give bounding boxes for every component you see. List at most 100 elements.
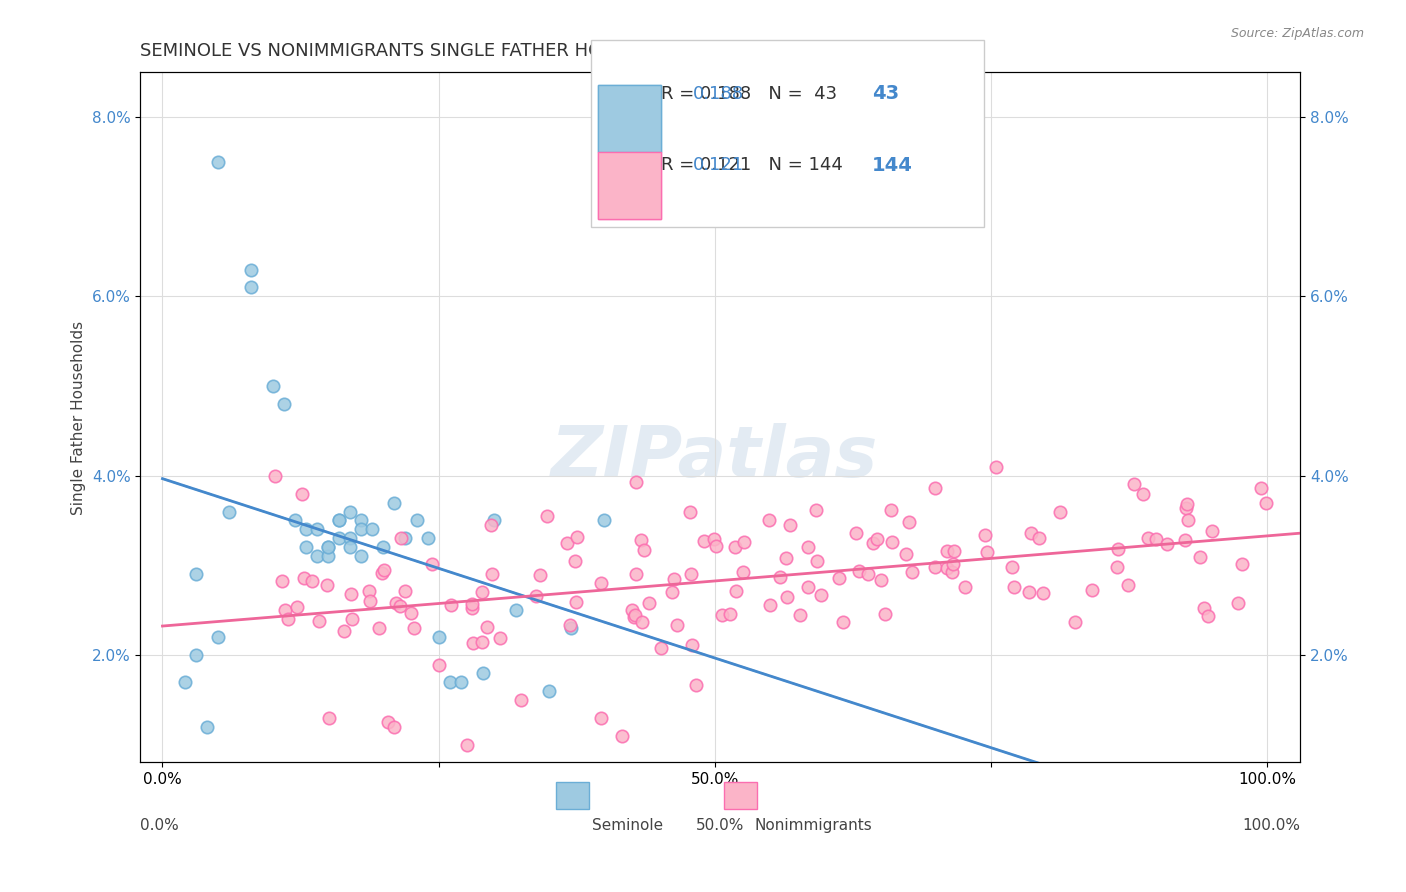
Point: [471, 635, 494, 649]
Point: [704, 539, 727, 553]
Point: [510, 692, 533, 706]
Point: [350, 523, 373, 537]
Point: [371, 566, 394, 580]
Point: [1081, 582, 1104, 597]
Point: [633, 542, 655, 557]
Point: [377, 714, 399, 729]
Point: [589, 576, 612, 591]
Point: [1177, 513, 1199, 527]
Point: [662, 573, 685, 587]
Point: [339, 541, 361, 555]
Point: [1122, 477, 1144, 491]
Point: [307, 549, 329, 564]
Point: [1105, 560, 1128, 574]
Point: [1116, 578, 1139, 592]
Point: [565, 530, 588, 544]
Point: [1254, 495, 1277, 509]
Point: [538, 683, 561, 698]
Point: [295, 523, 318, 537]
Point: [806, 554, 828, 568]
Point: [207, 630, 229, 644]
Point: [924, 481, 946, 495]
Point: [924, 560, 946, 574]
Point: [277, 612, 299, 626]
Point: [463, 636, 485, 650]
Point: [388, 599, 411, 614]
Point: [394, 583, 416, 598]
Point: [560, 617, 582, 632]
Point: [308, 614, 330, 628]
Point: [1227, 596, 1250, 610]
Point: [897, 515, 920, 529]
Point: [1028, 532, 1050, 546]
Point: [373, 541, 395, 555]
Point: [942, 544, 965, 558]
Point: [359, 594, 381, 608]
Point: [316, 541, 339, 555]
Point: [333, 624, 356, 638]
Point: [394, 532, 416, 546]
Point: [828, 571, 851, 585]
Point: [173, 674, 195, 689]
FancyBboxPatch shape: [555, 781, 589, 809]
Point: [1002, 580, 1025, 594]
Point: [262, 379, 284, 393]
Point: [685, 678, 707, 692]
Point: [1192, 600, 1215, 615]
Point: [1018, 584, 1040, 599]
Point: [307, 523, 329, 537]
Point: [239, 280, 262, 294]
Point: [650, 641, 672, 656]
Point: [1132, 487, 1154, 501]
Point: [789, 608, 811, 623]
Point: [624, 607, 647, 622]
Point: [461, 601, 484, 615]
Point: [405, 514, 427, 528]
Text: R = 0.188   N =  43: R = 0.188 N = 43: [661, 85, 837, 103]
Point: [804, 503, 827, 517]
Point: [482, 514, 505, 528]
Point: [953, 580, 976, 594]
Point: [862, 536, 884, 550]
Text: 0.121: 0.121: [693, 156, 744, 174]
Point: [207, 155, 229, 169]
Point: [624, 567, 647, 582]
Point: [555, 535, 578, 549]
Point: [292, 571, 315, 585]
Point: [1021, 526, 1043, 541]
Point: [273, 397, 295, 411]
Point: [665, 618, 688, 632]
Point: [832, 615, 855, 629]
Point: [1201, 524, 1223, 538]
Point: [873, 607, 896, 621]
Point: [1064, 615, 1087, 629]
Point: [679, 566, 702, 581]
Text: 0.188: 0.188: [693, 85, 744, 103]
Point: [384, 495, 406, 509]
Point: [758, 513, 780, 527]
Point: [291, 486, 314, 500]
Point: [316, 549, 339, 564]
Text: 100.0%: 100.0%: [1243, 818, 1301, 832]
Point: [894, 547, 917, 561]
Point: [389, 531, 412, 545]
Point: [239, 262, 262, 277]
Text: 43: 43: [872, 84, 898, 103]
Point: [679, 505, 702, 519]
Point: [1188, 550, 1211, 565]
Point: [974, 528, 997, 542]
Point: [866, 532, 889, 546]
Point: [340, 612, 363, 626]
Point: [810, 588, 832, 602]
Point: [316, 541, 339, 555]
Point: [316, 578, 339, 592]
Text: Nonimmigrants: Nonimmigrants: [754, 818, 872, 832]
Text: Source: ZipAtlas.com: Source: ZipAtlas.com: [1230, 27, 1364, 40]
Point: [630, 533, 652, 548]
Point: [858, 566, 880, 581]
Point: [461, 597, 484, 611]
Point: [589, 711, 612, 725]
Point: [184, 567, 207, 582]
Point: [610, 729, 633, 743]
Point: [529, 568, 551, 582]
